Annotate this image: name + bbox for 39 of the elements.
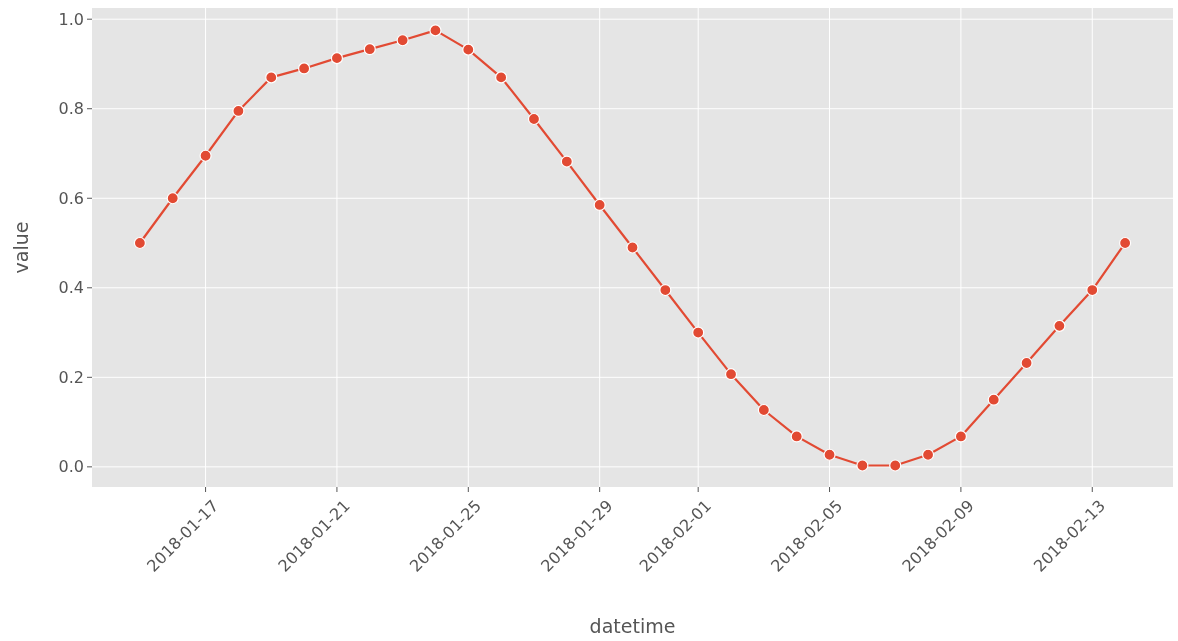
y-tick-label: 0.8 [58,99,84,119]
point [429,24,442,37]
y-tick-label: 1.0 [58,9,84,29]
point [790,430,803,443]
point [593,198,606,212]
point [265,71,278,84]
point [692,326,705,339]
point [921,448,935,461]
point [560,155,573,168]
point [889,459,902,472]
point [298,62,311,75]
point [462,43,475,56]
y-tick-label: 0.4 [58,278,84,298]
point [199,149,212,162]
point [626,241,639,254]
point [856,459,869,472]
point [724,368,738,381]
point [363,43,376,56]
point [330,52,344,65]
point [1119,236,1132,250]
y-tick-label: 0.0 [58,457,84,477]
y-tick-label: 0.2 [58,367,84,387]
point [166,192,179,205]
point [659,283,672,297]
point [823,448,836,461]
point [757,403,770,417]
point [495,71,508,84]
point [133,236,146,250]
point [1053,319,1066,332]
point [232,104,245,118]
point [954,430,968,443]
point [987,393,1000,406]
point [396,34,409,47]
point [527,112,541,126]
y-tick-label: 0.6 [58,188,84,208]
point [1086,283,1099,297]
x-axis-title: datetime [589,615,676,637]
point [1020,356,1033,370]
y-axis-title: value [10,221,32,274]
